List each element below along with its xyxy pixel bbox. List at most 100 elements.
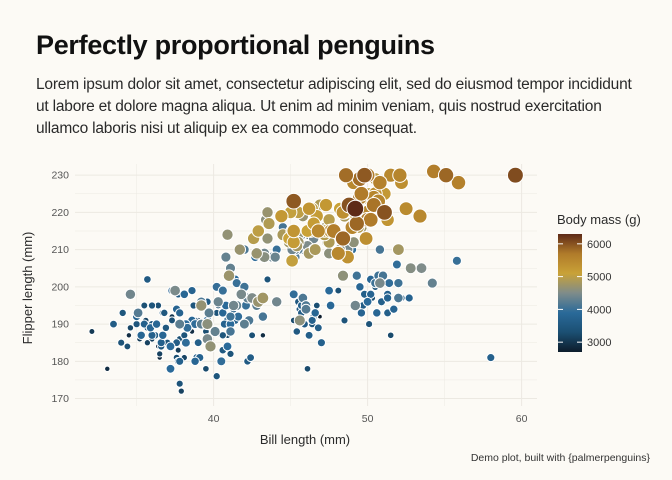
data-point <box>248 331 257 340</box>
data-point <box>374 277 386 289</box>
data-point <box>308 243 322 257</box>
data-point <box>222 269 236 282</box>
data-point <box>450 174 467 191</box>
data-point <box>221 228 234 241</box>
data-point <box>203 307 215 319</box>
data-point <box>175 308 185 318</box>
data-point <box>204 340 217 353</box>
legend-tick-label: 4000 <box>587 304 611 316</box>
data-point <box>506 166 524 184</box>
data-point <box>257 311 269 322</box>
x-tick-label: 50 <box>362 413 374 425</box>
data-point <box>292 327 302 336</box>
data-point <box>174 318 186 330</box>
data-point <box>147 301 157 310</box>
data-point <box>246 353 256 363</box>
data-point <box>126 324 135 332</box>
data-point <box>187 285 197 296</box>
data-point <box>358 231 374 246</box>
data-point <box>340 316 349 325</box>
data-point <box>372 308 382 318</box>
data-point <box>225 326 236 337</box>
data-point <box>88 328 96 335</box>
data-point <box>132 307 144 319</box>
data-point <box>437 167 455 184</box>
data-point <box>147 330 157 340</box>
data-point <box>109 319 118 329</box>
data-point <box>398 201 414 217</box>
data-point <box>386 331 395 340</box>
data-point <box>404 262 417 275</box>
data-point <box>382 293 393 303</box>
data-point <box>270 296 283 308</box>
data-point <box>486 353 496 363</box>
data-point <box>374 244 386 255</box>
data-point <box>125 332 133 339</box>
data-point <box>362 296 373 307</box>
data-point <box>256 291 270 305</box>
data-point <box>124 288 137 301</box>
chart-subtitle: Lorem ipsum dolor sit amet, consectetur … <box>36 76 632 137</box>
data-point <box>310 223 326 239</box>
data-point <box>202 364 210 373</box>
data-point <box>393 292 404 304</box>
data-point <box>362 211 379 228</box>
axes: 40 50 60 170 180 190 200 210 220 230 <box>51 170 527 425</box>
data-point <box>136 330 146 341</box>
data-point <box>415 262 428 275</box>
chart-caption: Demo plot, built with {palmerpenguins} <box>470 452 650 464</box>
data-point <box>300 303 312 315</box>
data-point <box>177 387 185 395</box>
data-point <box>180 337 191 348</box>
y-tick-label: 190 <box>51 319 69 331</box>
data-point <box>325 300 336 311</box>
data-point <box>209 325 221 338</box>
data-point <box>140 301 149 310</box>
data-point <box>392 167 408 183</box>
data-point <box>312 301 321 310</box>
data-point <box>175 379 184 388</box>
data-point <box>451 255 462 266</box>
data-point <box>104 365 111 373</box>
data-point <box>376 204 393 221</box>
data-point <box>195 299 208 312</box>
data-point <box>384 278 395 289</box>
data-point <box>261 232 274 245</box>
data-point <box>165 363 176 374</box>
data-point <box>334 286 343 295</box>
x-tick-label: 40 <box>208 413 220 425</box>
legend-title: Body mass (g) <box>557 212 641 227</box>
data-point <box>356 308 367 318</box>
data-point <box>310 308 320 318</box>
data-point <box>304 330 314 340</box>
data-point <box>123 342 132 351</box>
data-point <box>392 243 405 257</box>
data-point <box>393 277 404 289</box>
data-point <box>389 304 399 314</box>
legend: Body mass (g) 3000 4000 5000 6000 <box>557 212 641 352</box>
y-tick-label: 220 <box>51 207 69 219</box>
data-point <box>348 215 365 232</box>
data-point <box>160 308 169 318</box>
data-point <box>263 275 272 284</box>
data-point <box>391 259 402 270</box>
data-point <box>225 311 236 322</box>
data-point <box>316 338 326 348</box>
data-point <box>353 185 370 202</box>
data-point <box>285 192 303 210</box>
data-point <box>226 349 235 359</box>
data-point <box>286 223 301 239</box>
data-point <box>174 346 182 354</box>
data-point <box>143 275 152 284</box>
data-point <box>372 174 388 191</box>
x-tick-label: 60 <box>516 413 528 425</box>
data-point <box>334 230 352 247</box>
y-tick-label: 210 <box>51 244 69 256</box>
data-point <box>190 356 200 367</box>
data-point <box>318 197 334 213</box>
data-point <box>259 332 267 339</box>
data-point <box>303 364 312 373</box>
y-tick-label: 230 <box>51 170 69 182</box>
data-point <box>262 217 276 231</box>
